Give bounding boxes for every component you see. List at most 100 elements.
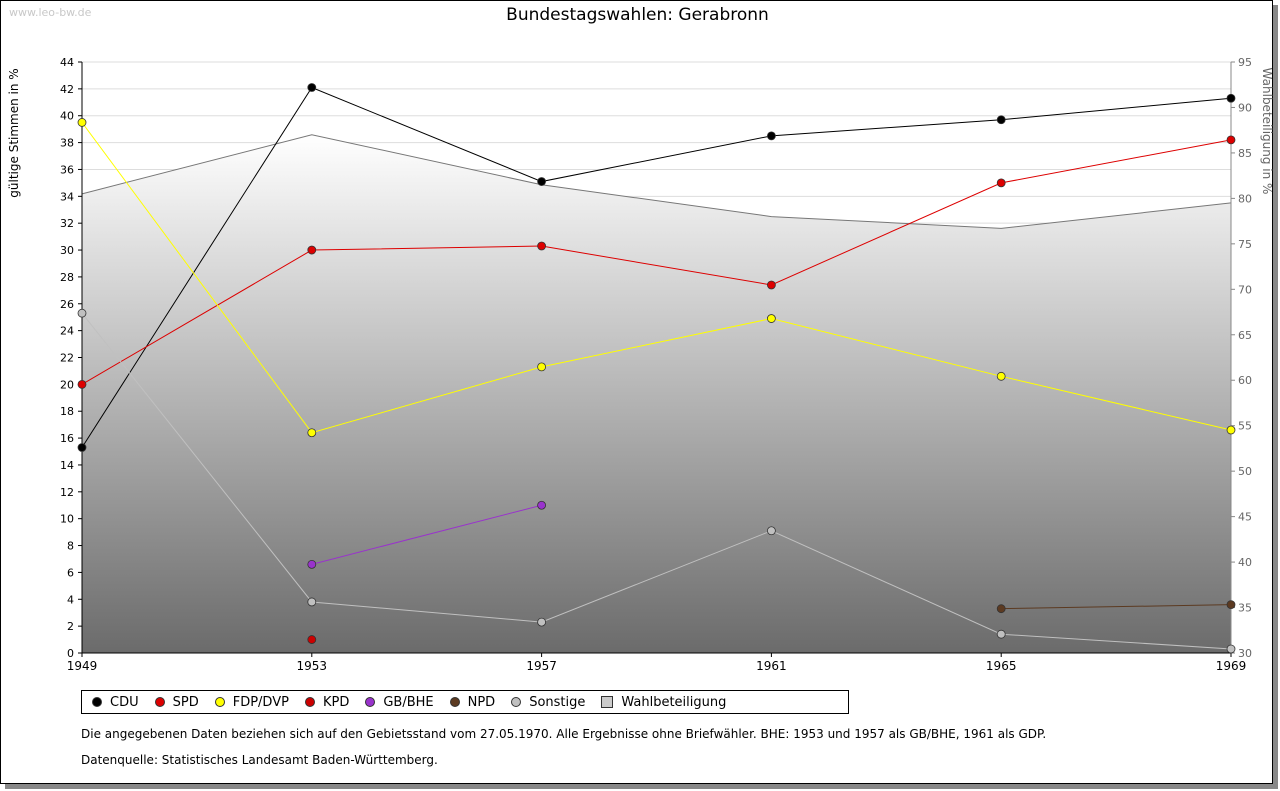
legend-marker (511, 697, 522, 707)
legend-label: Wahlbeteiligung (621, 694, 727, 710)
point-sonstige (767, 526, 776, 536)
point-cdu (1226, 93, 1236, 103)
y2-tick-label: 90 (1238, 101, 1252, 114)
y2-tick-label: 30 (1238, 647, 1252, 660)
point-spd (307, 245, 317, 255)
y-tick-label: 36 (60, 163, 74, 176)
point-fdp-dvp (307, 428, 317, 438)
y-tick-label: 12 (60, 486, 74, 499)
y-axis-label: gültige Stimmen in % (7, 68, 21, 197)
legend-item-sonstige: Sonstige (511, 695, 585, 710)
y-tick-label: 18 (60, 405, 74, 418)
x-tick-label: 1961 (756, 659, 787, 673)
y2-tick-label: 95 (1238, 56, 1252, 69)
point-sonstige (1226, 644, 1236, 654)
legend-item-spd: SPD (154, 694, 199, 710)
series-area-wahlbeteiligung (82, 134, 1231, 653)
point-spd (1226, 135, 1236, 145)
legend-label: NPD (467, 694, 496, 710)
y-tick-label: 26 (60, 298, 74, 311)
legend-label: Sonstige (529, 694, 586, 710)
legend: CDU SPD FDP/DVP KPD GB/BHE NPD Sonstige Wahlbet… (81, 690, 849, 714)
y2-tick-label: 45 (1238, 511, 1252, 524)
y-tick-label: 6 (67, 566, 74, 579)
x-tick-label: 1957 (526, 659, 557, 673)
point-spd (996, 178, 1006, 188)
y2-tick-label: 70 (1238, 283, 1252, 296)
legend-label: CDU (110, 694, 139, 710)
series-line-spd (81, 139, 1232, 385)
chart-title: Bundestagswahlen: Gerabronn (506, 5, 769, 25)
y2-tick-label: 35 (1238, 602, 1252, 615)
point-npd (996, 604, 1006, 614)
y-tick-label: 8 (67, 540, 74, 553)
y-tick-label: 42 (60, 83, 74, 96)
point-kpd (307, 635, 317, 644)
y2-tick-label: 50 (1238, 465, 1252, 478)
x-tick-label: 1969 (1216, 659, 1247, 673)
point-sonstige (77, 308, 87, 318)
legend-item-fdp-dvp: FDP/DVP (214, 694, 289, 710)
point-cdu (307, 83, 317, 92)
legend-marker (449, 697, 460, 707)
legend-item-wahlbeteiligung: Wahlbeteiligung (601, 695, 726, 710)
source-note: Datenquelle: Statistisches Landesamt Bad… (81, 753, 438, 767)
point-fdp-dvp (1226, 425, 1236, 435)
legend-item-cdu: CDU (92, 695, 139, 710)
y-tick-label: 24 (60, 325, 74, 338)
series-area-outline (81, 134, 1232, 229)
point-cdu (537, 177, 546, 186)
y-tick-label: 16 (60, 432, 74, 445)
y2-axis-label: Wahlbeteiligung in % (1260, 68, 1274, 195)
x-tick-label: 1965 (986, 659, 1017, 673)
y-tick-label: 30 (60, 244, 74, 257)
legend-label: GB/BHE (383, 694, 434, 710)
x-tick-label: 1953 (297, 659, 328, 673)
legend-marker (92, 697, 102, 707)
point-fdp-dvp (537, 362, 546, 372)
legend-marker (365, 697, 376, 707)
y-tick-label: 4 (67, 593, 74, 606)
legend-marker (304, 697, 315, 707)
legend-label: SPD (172, 694, 199, 710)
point-spd (77, 379, 87, 389)
y2-tick-label: 80 (1238, 192, 1252, 205)
y-tick-label: 14 (60, 459, 74, 472)
y-tick-label: 20 (60, 378, 74, 391)
y-tick-label: 22 (60, 352, 74, 365)
point-sonstige (307, 597, 317, 607)
series-line-cdu (81, 86, 1232, 448)
y2-tick-label: 60 (1238, 374, 1252, 387)
y-tick-label: 40 (60, 110, 74, 123)
x-tick-label: 1949 (67, 659, 98, 673)
point-gb-bhe (537, 500, 546, 510)
y-tick-label: 34 (60, 190, 74, 203)
y-tick-label: 38 (60, 137, 74, 150)
point-gb-bhe (307, 559, 317, 569)
point-spd (767, 280, 776, 290)
y-tick-label: 28 (60, 271, 74, 284)
y2-tick-label: 55 (1238, 420, 1252, 433)
series-line-sonstige (81, 312, 1232, 650)
legend-item-kpd: KPD (304, 694, 350, 710)
legend-marker (154, 697, 165, 707)
y-tick-label: 0 (67, 647, 74, 660)
series-line-fdp-dvp (81, 122, 1232, 434)
point-cdu (767, 131, 776, 141)
y-tick-label: 44 (60, 56, 74, 69)
series-line-npd (1001, 604, 1232, 610)
point-sonstige (537, 617, 546, 627)
watermark: www.leo-bw.de (9, 6, 92, 19)
point-sonstige (996, 629, 1006, 639)
legend-label: FDP/DVP (232, 694, 289, 710)
y2-tick-label: 85 (1238, 147, 1252, 160)
y2-tick-label: 65 (1238, 329, 1252, 342)
point-cdu (77, 443, 87, 452)
point-fdp-dvp (77, 118, 87, 127)
y-tick-label: 32 (60, 217, 74, 230)
y2-tick-label: 75 (1238, 238, 1252, 251)
legend-item-gb-bhe: GB/BHE (365, 694, 434, 710)
legend-label: KPD (322, 694, 350, 710)
legend-marker (214, 697, 225, 707)
